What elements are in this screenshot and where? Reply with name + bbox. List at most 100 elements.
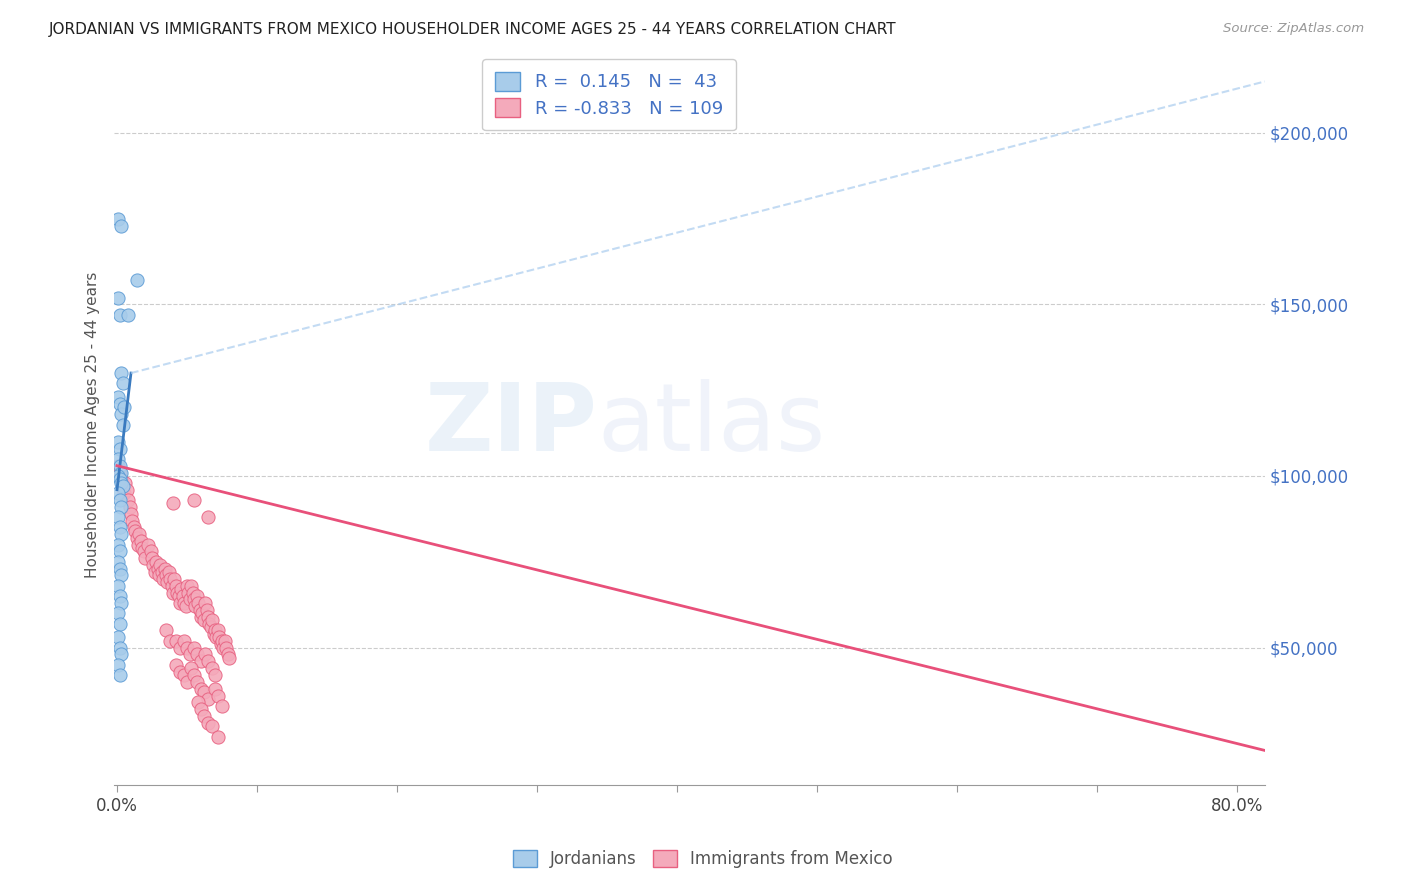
Point [107, 538, 129, 552]
Legend: R =  0.145   N =  43, R = -0.833   N = 109: R = 0.145 N = 43, R = -0.833 N = 109 [482, 59, 735, 130]
Point [111, 376, 134, 391]
Point [173, 633, 195, 648]
Point [152, 572, 174, 586]
Point [207, 730, 229, 744]
Point [191, 606, 214, 620]
Point [134, 551, 156, 566]
Point [107, 451, 129, 466]
Point [169, 665, 191, 679]
Text: Source: ZipAtlas.com: Source: ZipAtlas.com [1223, 22, 1364, 36]
Point [165, 633, 187, 648]
Point [180, 579, 202, 593]
Point [118, 500, 141, 514]
Point [193, 613, 215, 627]
Point [108, 640, 131, 655]
Point [155, 624, 177, 638]
Point [209, 637, 232, 651]
Point [125, 531, 148, 545]
Point [108, 561, 131, 575]
Point [128, 527, 150, 541]
Point [170, 582, 193, 597]
Point [165, 657, 187, 672]
Point [190, 654, 212, 668]
Point [165, 579, 187, 593]
Point [197, 654, 219, 668]
Point [117, 493, 139, 508]
Point [108, 308, 131, 322]
Point [156, 575, 179, 590]
Point [201, 661, 224, 675]
Point [146, 561, 169, 575]
Point [110, 466, 132, 480]
Point [183, 640, 205, 655]
Point [207, 689, 229, 703]
Point [143, 565, 166, 579]
Point [176, 640, 198, 655]
Point [184, 599, 207, 614]
Point [204, 624, 226, 638]
Point [176, 674, 198, 689]
Point [108, 458, 131, 473]
Point [108, 668, 131, 682]
Point [195, 603, 218, 617]
Point [172, 589, 194, 603]
Point [187, 596, 209, 610]
Point [201, 719, 224, 733]
Point [107, 579, 129, 593]
Point [193, 709, 215, 723]
Point [183, 592, 205, 607]
Point [132, 544, 155, 558]
Point [108, 616, 131, 631]
Point [212, 640, 235, 655]
Point [121, 514, 143, 528]
Legend: Jordanians, Immigrants from Mexico: Jordanians, Immigrants from Mexico [506, 843, 900, 875]
Point [207, 624, 229, 638]
Point [186, 589, 208, 603]
Point [167, 589, 190, 603]
Point [136, 538, 159, 552]
Point [162, 496, 184, 510]
Text: ZIP: ZIP [425, 378, 598, 471]
Point [107, 630, 129, 644]
Y-axis label: Householder Income Ages 25 - 44 years: Householder Income Ages 25 - 44 years [86, 271, 100, 578]
Point [197, 510, 219, 524]
Point [108, 472, 131, 486]
Point [197, 609, 219, 624]
Point [110, 366, 132, 380]
Point [107, 211, 129, 226]
Point [204, 668, 226, 682]
Point [117, 308, 139, 322]
Point [186, 674, 208, 689]
Point [107, 606, 129, 620]
Point [150, 565, 173, 579]
Point [108, 520, 131, 534]
Point [149, 558, 172, 573]
Point [188, 603, 211, 617]
Point [111, 479, 134, 493]
Point [211, 633, 233, 648]
Point [110, 527, 132, 541]
Point [127, 538, 149, 552]
Point [201, 613, 224, 627]
Point [107, 510, 129, 524]
Point [107, 486, 129, 500]
Point [217, 648, 239, 662]
Point [160, 579, 183, 593]
Point [107, 434, 129, 449]
Point [159, 633, 181, 648]
Point [112, 486, 135, 500]
Point [124, 524, 146, 538]
Point [108, 493, 131, 508]
Point [122, 520, 145, 534]
Point [110, 219, 132, 233]
Point [198, 616, 221, 631]
Point [214, 633, 236, 648]
Point [197, 716, 219, 731]
Text: JORDANIAN VS IMMIGRANTS FROM MEXICO HOUSEHOLDER INCOME AGES 25 - 44 YEARS CORREL: JORDANIAN VS IMMIGRANTS FROM MEXICO HOUS… [49, 22, 897, 37]
Point [148, 568, 170, 582]
Point [169, 640, 191, 655]
Point [194, 648, 217, 662]
Point [110, 475, 132, 490]
Point [111, 479, 134, 493]
Point [131, 541, 153, 555]
